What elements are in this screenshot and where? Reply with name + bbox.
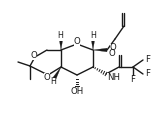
Polygon shape <box>52 67 61 80</box>
Polygon shape <box>93 48 107 52</box>
Text: O: O <box>31 51 37 60</box>
Text: O: O <box>110 44 117 53</box>
Text: F: F <box>145 69 150 79</box>
Text: H: H <box>50 77 56 86</box>
Polygon shape <box>59 39 63 50</box>
Text: F: F <box>145 55 150 64</box>
Text: OH: OH <box>70 86 84 95</box>
Text: H: H <box>57 31 63 40</box>
Text: O: O <box>44 73 50 82</box>
Text: NH: NH <box>107 73 120 82</box>
Polygon shape <box>91 39 95 50</box>
Text: F: F <box>131 75 135 84</box>
Text: H: H <box>90 31 96 40</box>
Text: O: O <box>108 49 115 58</box>
Text: O: O <box>74 37 80 46</box>
